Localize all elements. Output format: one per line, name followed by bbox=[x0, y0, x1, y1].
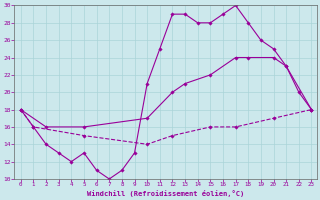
X-axis label: Windchill (Refroidissement éolien,°C): Windchill (Refroidissement éolien,°C) bbox=[87, 190, 244, 197]
